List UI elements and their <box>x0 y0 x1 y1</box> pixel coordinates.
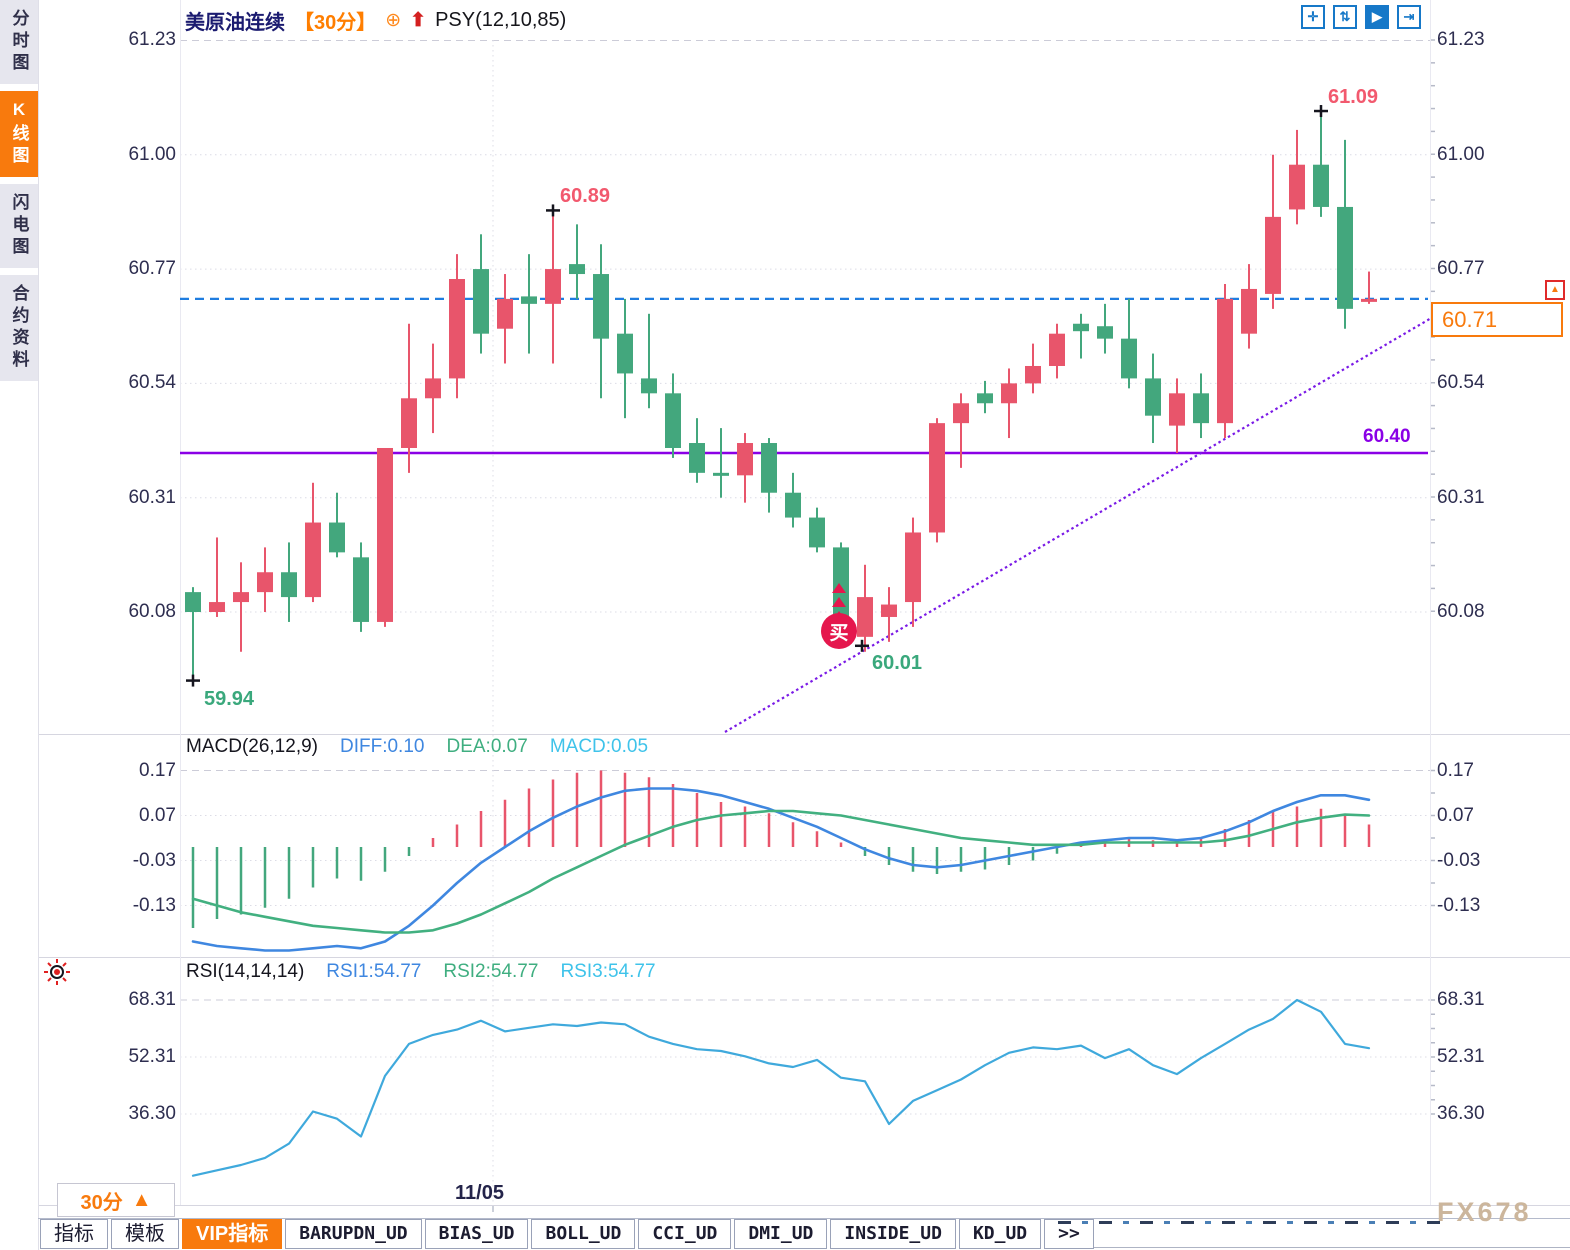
sidebar-tab-闪电图[interactable]: 闪电图 <box>0 184 38 268</box>
rsi2-value: RSI2:54.77 <box>443 961 539 982</box>
bottom-tab-DMI_UD[interactable]: DMI_UD <box>734 1219 828 1249</box>
bottom-tab-VIP指标[interactable]: VIP指标 <box>182 1219 283 1249</box>
bottom-tab-BIAS_UD[interactable]: BIAS_UD <box>424 1219 529 1249</box>
crosshair-icon[interactable]: ✛ <box>1301 5 1325 29</box>
current-price-box: 60.71 <box>1431 302 1563 337</box>
y-axis-label: 60.08 <box>128 601 176 622</box>
x-axis-date-label: 11/05 <box>455 1182 504 1204</box>
macd-title: MACD(26,12,9) <box>186 736 318 757</box>
y-axis-label: 68.31 <box>1437 989 1485 1010</box>
rsi1-value: RSI1:54.77 <box>326 961 422 982</box>
bottom-tab-CCI_UD[interactable]: CCI_UD <box>638 1219 732 1249</box>
indicator-tabbar: 指标 模板 VIP指标 BARUPDN_UD BIAS_UD BOLL_UD CCI_UD D… <box>40 1219 1097 1249</box>
y-axis-label: 52.31 <box>128 1046 176 1067</box>
buy-signal-marker: 买 <box>821 613 857 649</box>
y-axis-label: 61.00 <box>1437 143 1485 165</box>
y-axis-label: 61.23 <box>128 29 176 51</box>
pane-shift-icon[interactable]: ⇥ <box>1397 5 1421 29</box>
y-axis-label: 61.00 <box>128 143 176 165</box>
y-axis-label: 68.31 <box>128 989 176 1010</box>
low-price-label: 59.94 <box>204 688 255 710</box>
y-axis-label: 36.30 <box>128 1103 176 1125</box>
sidebar-tab-分时图[interactable]: 分时图 <box>0 0 38 84</box>
period-selector[interactable]: 30分 ▲ <box>57 1183 175 1217</box>
bottom-tab-INSIDE_UD[interactable]: INSIDE_UD <box>830 1219 956 1249</box>
link-icon[interactable]: ⊕ <box>385 10 402 31</box>
y-axis-label: 60.54 <box>1437 372 1485 394</box>
sidebar-tab-合约资料[interactable]: 合约资料 <box>0 275 38 381</box>
indicator-label: PSY(12,10,85) <box>435 9 567 31</box>
symbol-title: 美原油连续 <box>185 12 285 34</box>
tabbar-divider <box>38 1218 1570 1219</box>
y-axis-label: 60.31 <box>1437 486 1485 508</box>
buy-arrow-icon <box>832 597 846 607</box>
y-axis-label: -0.03 <box>1437 849 1481 871</box>
auto-scale-icon[interactable]: ▶ <box>1365 5 1389 29</box>
caret-up-icon: ▲ <box>131 1188 152 1211</box>
macd-dea-line <box>191 809 1371 934</box>
bottom-tab-指标[interactable]: 指标 <box>40 1219 108 1249</box>
bottom-tab->>[interactable]: >> <box>1044 1219 1094 1249</box>
y-axis-label: -0.13 <box>132 894 176 916</box>
sidebar-tab-K线图[interactable]: K线图 <box>0 91 38 177</box>
y-axis-label: 52.31 <box>1437 1046 1485 1067</box>
macd-histogram <box>191 770 1371 928</box>
bottom-tab-BOLL_UD[interactable]: BOLL_UD <box>531 1219 636 1249</box>
macd-dea-value: DEA:0.07 <box>446 736 528 757</box>
macd-diff-line <box>191 787 1371 952</box>
y-axis-label: -0.03 <box>132 849 176 871</box>
rsi3-value: RSI3:54.77 <box>560 961 656 982</box>
trendline <box>724 316 1434 733</box>
macd-header: MACD(26,12,9) DIFF:0.10 DEA:0.07 MACD:0.… <box>186 736 648 758</box>
price-flag-icon: ▲ <box>1545 280 1565 300</box>
y-axis-label: 60.54 <box>128 372 176 394</box>
y-axis-label: 36.30 <box>1437 1103 1485 1125</box>
macd-diff-value: DIFF:0.10 <box>340 736 425 757</box>
y-axis-label: 60.08 <box>1437 601 1485 622</box>
bottom-tab-模板[interactable]: 模板 <box>111 1219 179 1249</box>
tabbar-baseline <box>1048 1247 1570 1248</box>
buy-arrow-icon <box>832 583 846 593</box>
period-selector-label: 30分 <box>80 1191 123 1214</box>
dip-price-label: 60.01 <box>872 652 923 674</box>
rsi-header: RSI(14,14,14) RSI1:54.77 RSI2:54.77 RSI3… <box>186 961 656 983</box>
dashed-decoration <box>1058 1221 1450 1224</box>
y-axis-label: 60.77 <box>128 258 176 280</box>
candles <box>185 110 1377 682</box>
y-axis-label: -0.13 <box>1437 894 1481 916</box>
bottom-tab-BARUPDN_UD[interactable]: BARUPDN_UD <box>285 1219 422 1249</box>
rsi-line <box>191 998 1371 1177</box>
high-price-label: 61.09 <box>1328 86 1379 108</box>
rsi-title: RSI(14,14,14) <box>186 961 305 982</box>
period-badge: 【30分】 <box>294 12 377 34</box>
bottom-tab-KD_UD[interactable]: KD_UD <box>958 1219 1042 1249</box>
up-arrow-icon: ⬆ <box>410 10 427 31</box>
sun-indicator-icon[interactable] <box>43 958 71 991</box>
chart-header: 美原油连续 【30分】 ⊕ ⬆ PSY(12,10,85) <box>185 6 566 35</box>
y-axis-label: 0.07 <box>139 804 176 826</box>
sidebar: 分时图 K线图闪电图合约资料 <box>0 0 39 1250</box>
y-axis-label: 0.17 <box>1437 759 1474 781</box>
macd-macd-value: MACD:0.05 <box>549 736 649 757</box>
y-axis-label: 60.77 <box>1437 258 1485 280</box>
peak-price-label: 60.89 <box>560 185 611 207</box>
watermark: FX678 <box>1437 1197 1532 1227</box>
y-axis-label: 60.31 <box>128 486 176 508</box>
chart-toolbar: ✛ ⇅ ▶ ⇥ <box>1301 5 1421 29</box>
y-axis-label: 0.07 <box>1437 804 1474 826</box>
y-axis-label: 61.23 <box>1437 29 1485 51</box>
support-level-label: 60.40 <box>1363 426 1411 447</box>
axis-scale-icon[interactable]: ⇅ <box>1333 5 1357 29</box>
y-axis-label: 0.17 <box>139 759 176 781</box>
